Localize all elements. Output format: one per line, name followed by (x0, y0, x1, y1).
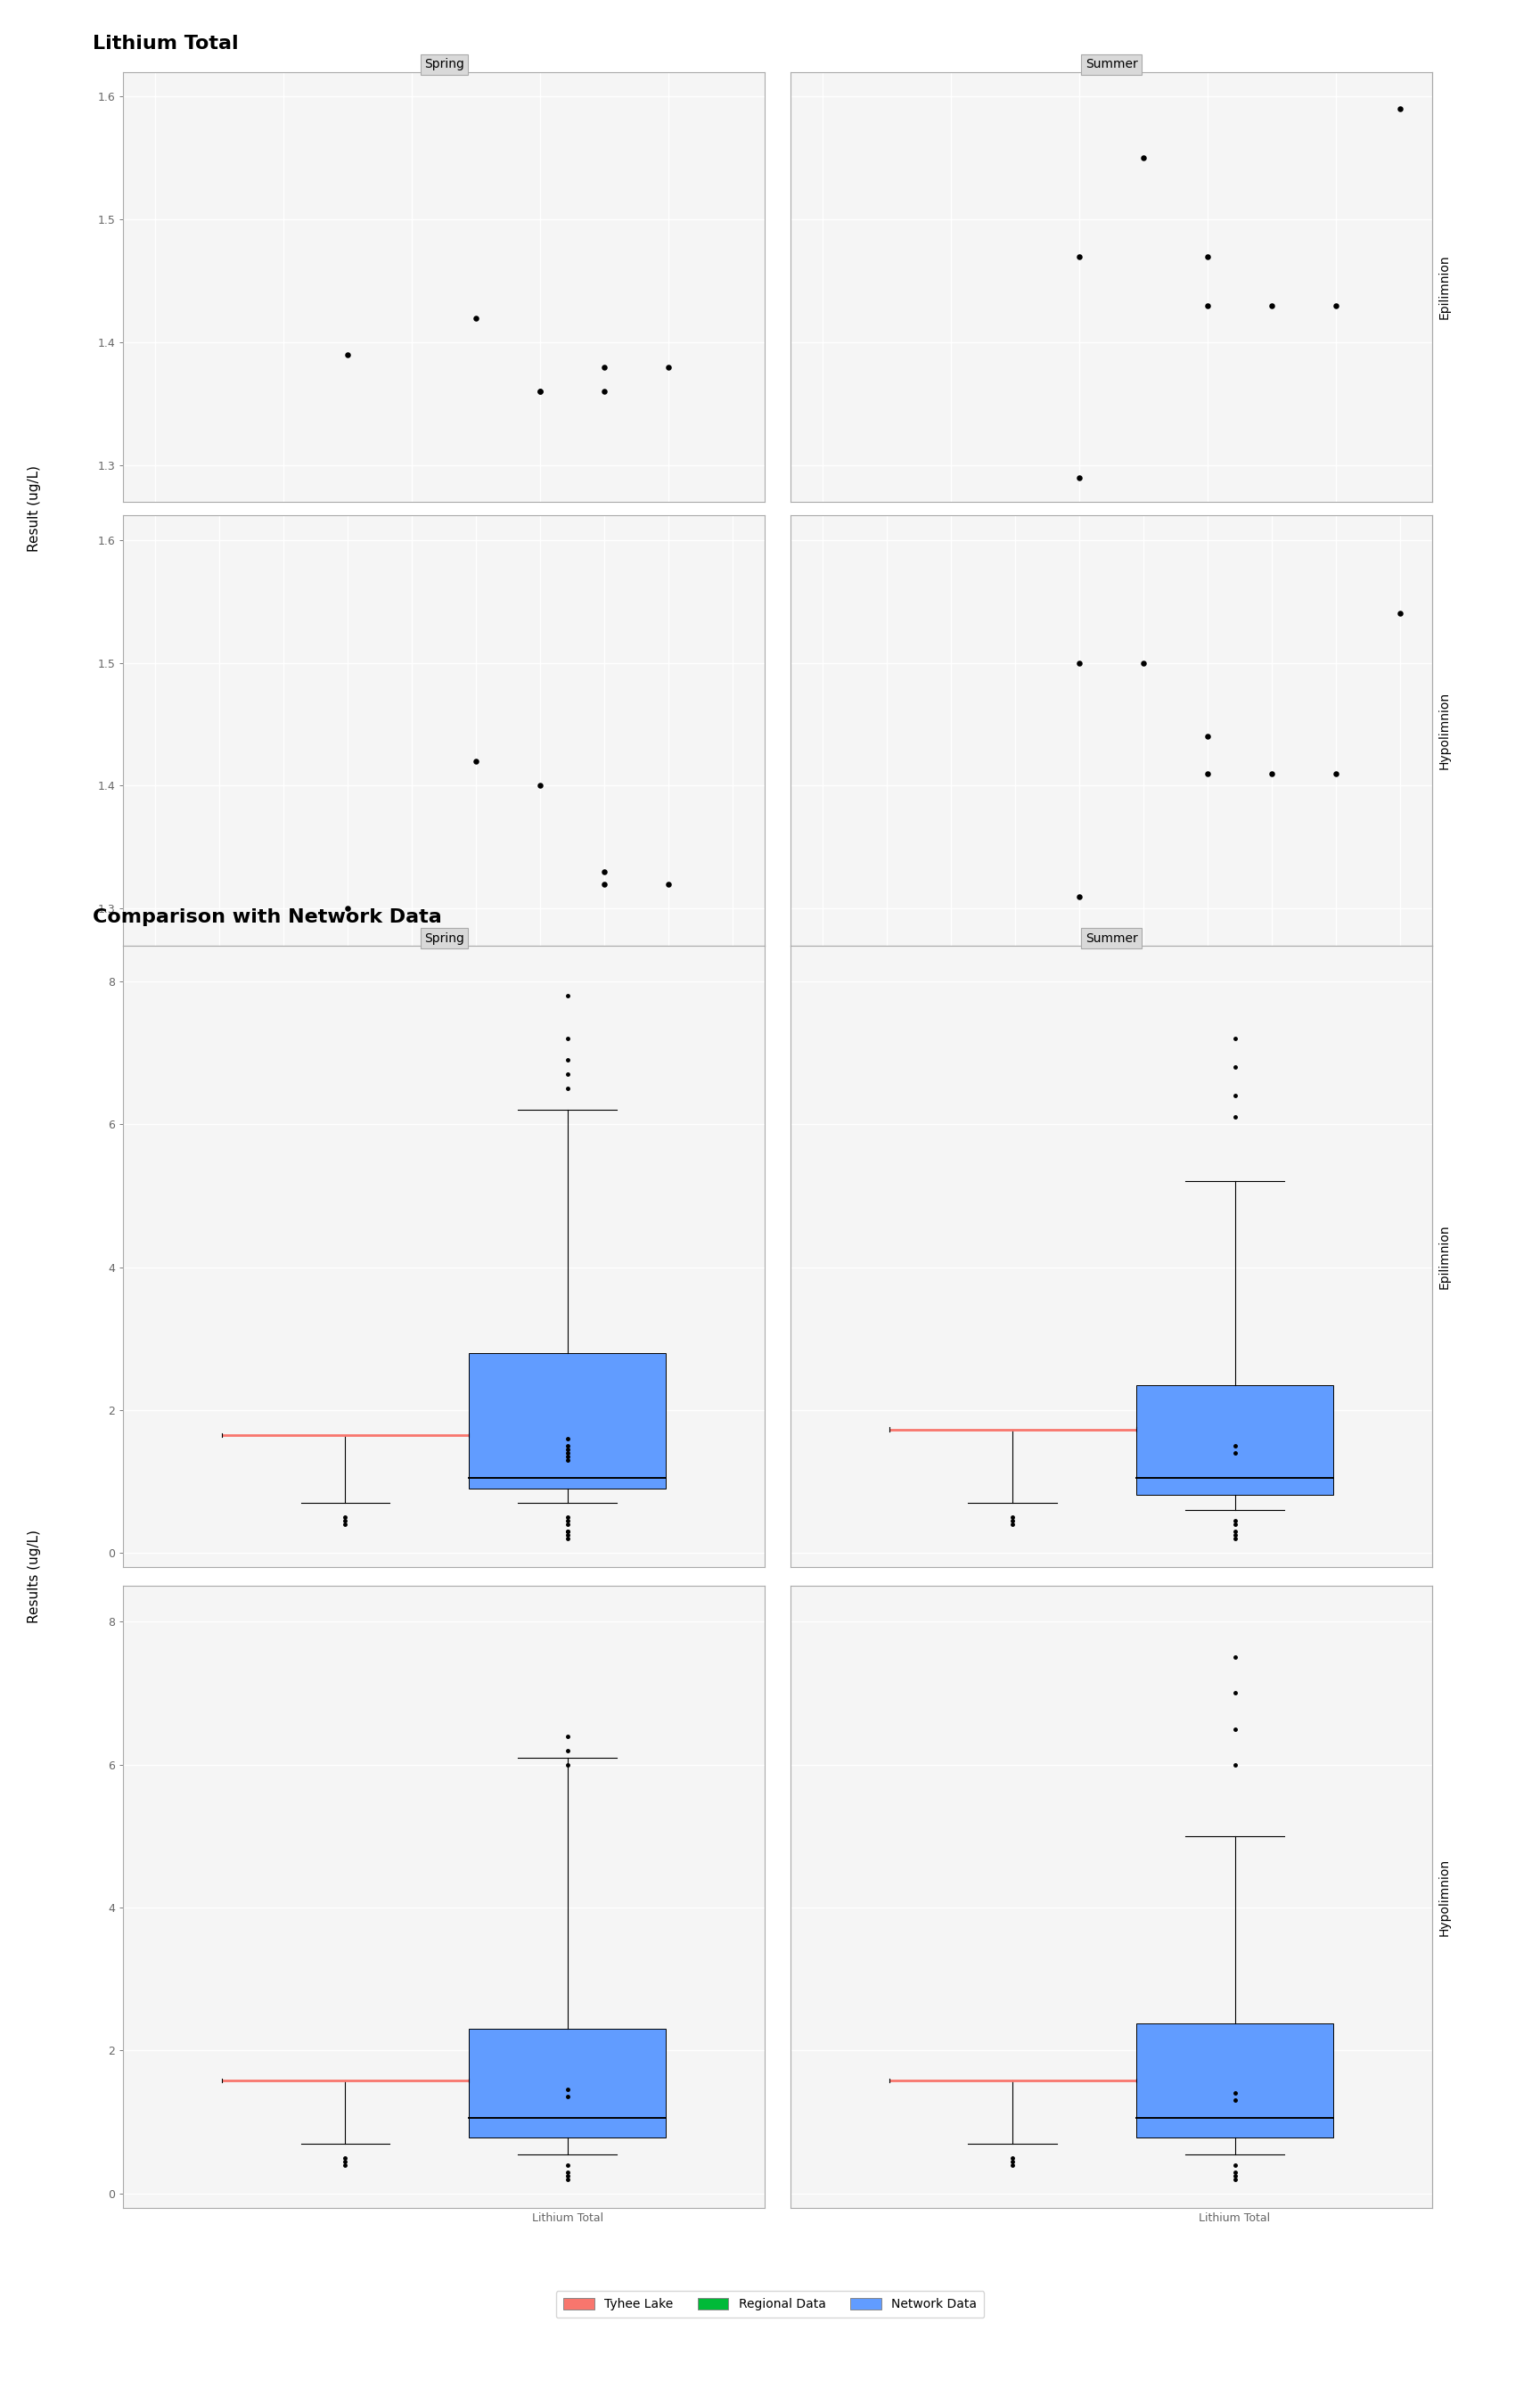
Text: Comparison with Network Data: Comparison with Network Data (92, 908, 442, 927)
Point (1388, 594, 1412, 633)
Point (336, 335, 360, 374)
Point (591, 865, 616, 903)
Point (656, 865, 681, 903)
Point (528, 767, 553, 805)
Text: Lithium Total: Lithium Total (92, 36, 239, 53)
Point (528, 371, 553, 410)
Point (1067, 237, 1092, 276)
Y-axis label: Hypolimnion: Hypolimnion (1438, 692, 1451, 769)
Point (1324, 755, 1349, 793)
Point (1195, 288, 1220, 326)
Point (528, 371, 553, 410)
Point (336, 889, 360, 927)
Point (591, 347, 616, 386)
Point (1324, 288, 1349, 326)
Point (1067, 458, 1092, 496)
Point (1067, 645, 1092, 683)
Text: Result (ug/L): Result (ug/L) (28, 465, 40, 551)
Point (1132, 139, 1157, 177)
Bar (468, 1354, 667, 1488)
Title: Summer: Summer (1086, 58, 1138, 72)
Point (464, 743, 488, 781)
Bar (1137, 1385, 1334, 1495)
Y-axis label: Hypolimnion: Hypolimnion (1438, 1857, 1451, 1936)
Y-axis label: Epilimnion: Epilimnion (1438, 1224, 1451, 1289)
Point (464, 300, 488, 338)
Bar (1137, 2022, 1334, 2137)
Point (1260, 755, 1284, 793)
Text: Results (ug/L): Results (ug/L) (28, 1529, 40, 1624)
Title: Summer: Summer (1086, 932, 1138, 944)
Title: Spring: Spring (424, 58, 464, 72)
Point (656, 347, 681, 386)
Point (591, 371, 616, 410)
Point (1195, 237, 1220, 276)
Point (1132, 645, 1157, 683)
Point (1067, 877, 1092, 915)
Point (1195, 716, 1220, 755)
Y-axis label: Epilimnion: Epilimnion (1438, 254, 1451, 319)
Title: Spring: Spring (424, 932, 464, 944)
Point (1388, 89, 1412, 127)
Legend: Tyhee Lake, Regional Data, Network Data: Tyhee Lake, Regional Data, Network Data (556, 2291, 984, 2317)
Point (591, 853, 616, 891)
Point (1195, 755, 1220, 793)
Bar (468, 2029, 667, 2137)
Point (1260, 288, 1284, 326)
